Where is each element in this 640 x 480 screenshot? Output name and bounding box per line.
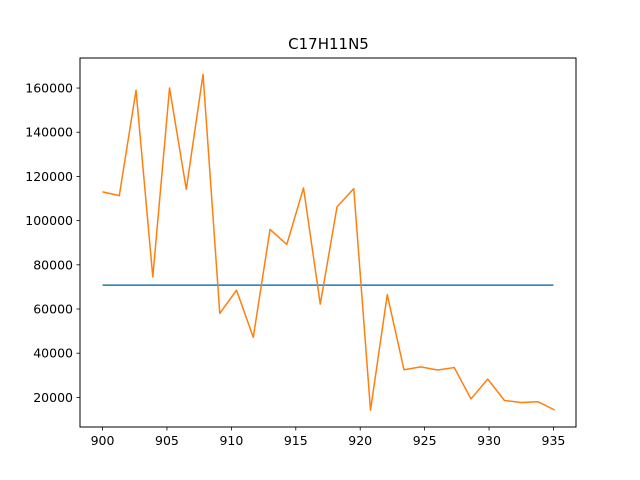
y-tick-label: 100000 [25, 213, 73, 228]
y-tick-label: 40000 [33, 346, 73, 361]
y-tick-label: 140000 [25, 125, 73, 140]
x-tick-label: 905 [155, 433, 179, 448]
y-tick-label: 120000 [25, 169, 73, 184]
x-tick-label: 925 [413, 433, 437, 448]
axis-layer: 900 905 910 915 920 925 930 935 20000 40000 60000 8… [25, 81, 565, 448]
y-tick-label: 80000 [33, 257, 73, 272]
x-tick-label: 920 [348, 433, 372, 448]
x-tick-label: 915 [284, 433, 308, 448]
plot-frame [79, 57, 577, 428]
y-tick-label: 20000 [33, 390, 73, 405]
series-layer [102, 73, 556, 411]
chart-title: C17H11N5 [288, 35, 369, 53]
x-tick-label: 930 [477, 433, 501, 448]
series-line-2 [102, 73, 556, 411]
x-tick-label: 910 [219, 433, 243, 448]
x-tick-label: 900 [91, 433, 115, 448]
y-tick-label: 160000 [25, 81, 73, 96]
y-tick-label: 60000 [33, 302, 73, 317]
x-tick-label: 935 [542, 433, 566, 448]
